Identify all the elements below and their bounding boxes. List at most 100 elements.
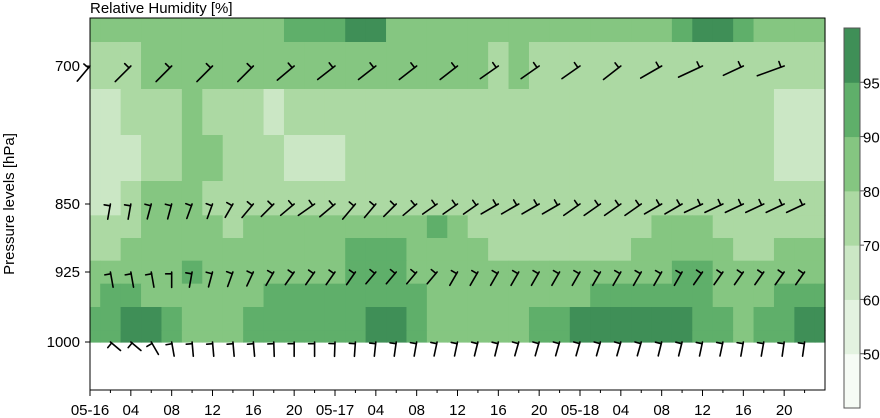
x-tick-label: 12 bbox=[204, 402, 221, 418]
rh-cell bbox=[202, 330, 224, 343]
wind-barb-flag bbox=[205, 62, 212, 69]
wind-barb bbox=[341, 201, 357, 220]
rh-cell bbox=[141, 307, 163, 331]
rh-cell bbox=[100, 135, 122, 182]
rh-cell bbox=[671, 238, 693, 262]
rh-cell bbox=[794, 238, 816, 262]
rh-cell bbox=[365, 238, 387, 262]
rh-cell bbox=[222, 18, 244, 43]
rh-cell bbox=[365, 215, 387, 239]
wind-barb bbox=[754, 269, 765, 286]
wind-barb-flag bbox=[225, 270, 234, 275]
rh-cell bbox=[590, 330, 612, 343]
rh-cell bbox=[222, 330, 244, 343]
wind-barb bbox=[765, 198, 785, 214]
rh-cell bbox=[324, 307, 346, 331]
wind-barb bbox=[205, 202, 214, 220]
wind-barb bbox=[520, 61, 540, 80]
wind-barb bbox=[185, 271, 193, 288]
rh-cell bbox=[671, 330, 693, 343]
rh-cell bbox=[794, 89, 816, 136]
wind-barb-flag bbox=[144, 203, 152, 207]
rh-cell bbox=[753, 89, 775, 136]
rh-cell bbox=[426, 89, 448, 136]
wind-barb-shaft bbox=[724, 203, 745, 214]
wind-barb-shaft bbox=[785, 203, 806, 214]
rh-cell bbox=[263, 283, 285, 308]
rh-cell bbox=[631, 42, 653, 90]
rh-cell bbox=[386, 238, 408, 262]
rh-cell bbox=[671, 283, 693, 308]
y-tick-label: 925 bbox=[55, 264, 80, 281]
rh-cell bbox=[263, 18, 285, 43]
wind-barb bbox=[123, 203, 132, 220]
wind-barb-flag bbox=[614, 199, 620, 207]
wind-barb-shaft bbox=[683, 203, 704, 214]
wind-barb bbox=[246, 341, 256, 358]
x-tick-label: 12 bbox=[449, 402, 466, 418]
rh-cell bbox=[569, 215, 591, 239]
rh-cell bbox=[651, 307, 673, 331]
rh-cell bbox=[528, 215, 550, 239]
rh-cell bbox=[651, 238, 673, 262]
rh-cell bbox=[733, 283, 755, 308]
rh-cell bbox=[488, 238, 510, 262]
rh-cell bbox=[733, 89, 755, 136]
wind-barb-flag bbox=[430, 268, 437, 275]
rh-cell bbox=[181, 89, 203, 136]
rh-cell bbox=[610, 330, 632, 343]
wind-barb-flag bbox=[492, 199, 498, 206]
wind-barb bbox=[409, 341, 418, 357]
rh-cell bbox=[671, 42, 693, 90]
rh-cell bbox=[406, 135, 428, 182]
wind-barb bbox=[398, 62, 418, 81]
wind-barb-flag bbox=[737, 60, 742, 68]
rh-cell bbox=[90, 330, 101, 343]
wind-barb bbox=[365, 268, 377, 285]
rh-cell bbox=[712, 330, 734, 343]
rh-cell bbox=[488, 18, 510, 43]
wind-barb-flag bbox=[410, 62, 416, 69]
wind-barb-shaft bbox=[520, 65, 540, 80]
rh-cell bbox=[590, 135, 612, 182]
rh-cell bbox=[386, 18, 408, 43]
chart-title: Relative Humidity [%] bbox=[90, 0, 233, 17]
rh-cell bbox=[610, 238, 632, 262]
rh-cell bbox=[181, 283, 203, 308]
rh-cell bbox=[569, 307, 591, 331]
rh-cell bbox=[90, 238, 101, 262]
rh-cell bbox=[90, 215, 101, 239]
wind-barb-shaft bbox=[756, 65, 785, 77]
wind-barb-flag bbox=[205, 202, 213, 207]
rh-cell bbox=[549, 330, 571, 343]
rh-cell bbox=[243, 181, 265, 216]
rh-cell bbox=[243, 89, 265, 136]
rh-cell bbox=[202, 307, 224, 331]
rh-cell bbox=[569, 330, 591, 343]
rh-cell bbox=[324, 283, 346, 308]
colorbar-swatch bbox=[844, 28, 860, 83]
rh-cell bbox=[283, 330, 305, 343]
rh-cell bbox=[100, 181, 122, 216]
wind-barb-shaft bbox=[561, 65, 581, 80]
wind-barb-flag bbox=[573, 269, 580, 275]
rh-cell bbox=[773, 330, 795, 343]
wind-barb-shaft bbox=[562, 203, 581, 217]
rh-cell bbox=[753, 135, 775, 182]
wind-barb bbox=[124, 271, 135, 288]
wind-barb-flag bbox=[717, 198, 722, 206]
wind-barb-flag bbox=[654, 269, 662, 275]
wind-barb-flag bbox=[634, 341, 642, 345]
rh-cell bbox=[773, 215, 795, 239]
wind-barb bbox=[571, 269, 581, 287]
rh-cell bbox=[386, 135, 408, 182]
wind-barb bbox=[103, 203, 112, 220]
wind-barb-flag bbox=[573, 199, 579, 207]
wind-barb bbox=[348, 341, 357, 358]
rh-cell bbox=[222, 135, 244, 182]
wind-barb-flag bbox=[736, 269, 744, 275]
rh-cell bbox=[181, 215, 203, 239]
x-tick-label: 12 bbox=[694, 402, 711, 418]
rh-cell bbox=[100, 18, 122, 43]
wind-barb bbox=[653, 269, 663, 287]
